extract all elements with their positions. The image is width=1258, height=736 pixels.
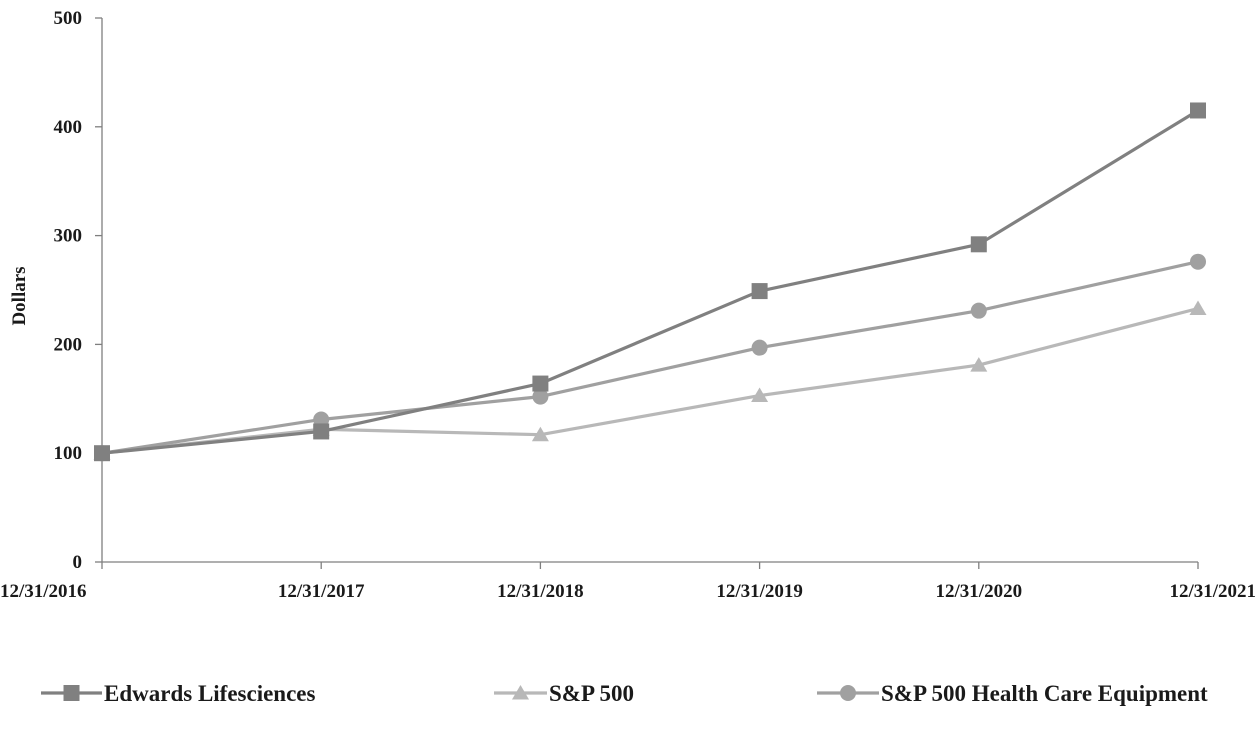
y-tick-label: 500 xyxy=(54,8,83,29)
series-line xyxy=(101,260,1199,455)
legend-item: S&P 500 xyxy=(494,681,634,706)
y-tick-label: 0 xyxy=(73,552,83,573)
data-point-square xyxy=(532,375,549,392)
data-point-square xyxy=(94,445,110,462)
series-circle-group xyxy=(101,260,1199,455)
legend-marker-square xyxy=(63,685,80,701)
y-tick-label: 100 xyxy=(54,443,83,464)
data-point-square xyxy=(970,236,987,253)
y-tick-label: 200 xyxy=(54,334,83,355)
data-point-triangle xyxy=(531,426,549,442)
data-point-triangle xyxy=(751,387,769,403)
x-tick-label: 12/31/2019 xyxy=(716,581,803,602)
y-tick-label: 400 xyxy=(54,117,83,138)
data-point-square xyxy=(751,283,768,300)
series-triangle-group xyxy=(101,306,1199,455)
series-line xyxy=(101,306,1199,455)
data-point-triangle xyxy=(1189,300,1207,315)
x-tick-label: 12/31/2018 xyxy=(497,581,584,602)
data-point-triangle xyxy=(970,357,988,372)
series-line xyxy=(101,109,1199,455)
legend-label: S&P 500 xyxy=(549,681,634,706)
legend-item: Edwards Lifesciences xyxy=(41,681,316,706)
data-point-circle xyxy=(970,302,987,319)
legend-label: S&P 500 Health Care Equipment xyxy=(881,681,1208,706)
legend: Edwards Lifesciences S&P 500 S&P 500 Healt… xyxy=(41,681,1208,706)
legend-marker-triangle xyxy=(512,685,529,700)
x-tick-label: 12/31/2021 xyxy=(1169,581,1256,602)
y-axis-title: Dollars xyxy=(9,266,30,325)
x-tick-label: 12/31/2016 xyxy=(0,581,87,602)
series-layer xyxy=(93,102,1207,462)
data-point-circle xyxy=(1190,253,1206,270)
legend-marker-circle xyxy=(840,685,856,701)
axes: 0 100 200 300 400 500 12/31/2016 12/31/2017 12/3… xyxy=(0,8,1256,602)
legend-item: S&P 500 Health Care Equipment xyxy=(817,681,1208,706)
x-tick-label: 12/31/2017 xyxy=(278,581,365,602)
data-point-square xyxy=(1190,102,1206,119)
data-point-circle xyxy=(532,388,549,405)
legend-label: Edwards Lifesciences xyxy=(104,681,316,706)
y-tick-label: 300 xyxy=(54,226,83,247)
data-point-circle xyxy=(751,339,768,356)
x-tick-label: 12/31/2020 xyxy=(936,581,1023,602)
data-point-square xyxy=(313,423,330,440)
series-square-group xyxy=(101,109,1199,455)
